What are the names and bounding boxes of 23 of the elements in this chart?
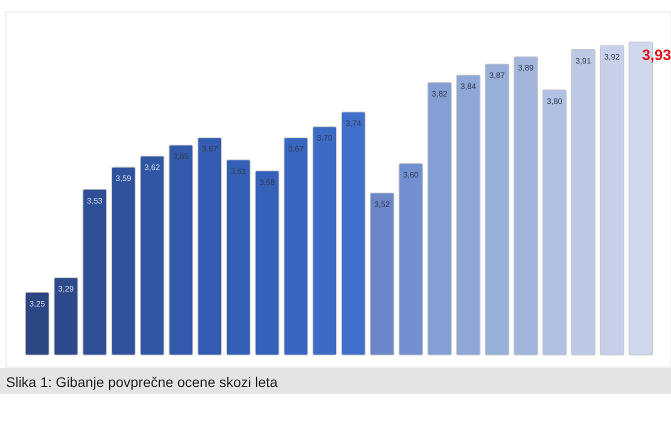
- data-label: 3,58: [259, 178, 276, 187]
- data-label: 3,65: [173, 152, 190, 162]
- data-label: 3,53: [86, 196, 104, 206]
- data-label: 3,87: [489, 71, 506, 80]
- data-label: 3,67: [288, 144, 304, 154]
- data-label: 3,74: [346, 118, 362, 128]
- data-label: 3,29: [58, 284, 74, 294]
- data-label: 3,25: [29, 299, 46, 308]
- data-label: 3,67: [202, 144, 218, 154]
- data-label: 3,59: [116, 174, 132, 184]
- data-label: 3,93: [642, 47, 671, 64]
- data-label: 3,61: [230, 166, 247, 176]
- data-label: 3,84: [460, 82, 477, 92]
- data-label: 3,52: [374, 200, 390, 209]
- data-label: 3,62: [144, 163, 161, 172]
- data-label: 3,60: [403, 170, 420, 180]
- data-label: 3,89: [518, 64, 534, 73]
- data-label: 3,80: [546, 96, 563, 106]
- data-label: 3,70: [316, 134, 333, 143]
- text: Slika 1: Gibanje povprečne ocene skozi leta: [6, 374, 278, 390]
- data-label: 3,91: [576, 56, 592, 66]
- data-label: 3,82: [432, 90, 448, 99]
- data-label: 3,92: [604, 52, 620, 62]
